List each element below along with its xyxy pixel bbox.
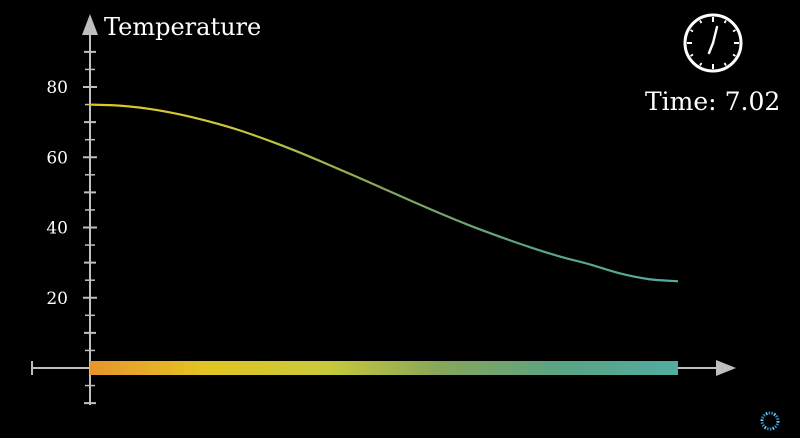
y-axis-label: Temperature <box>104 13 261 41</box>
logo-segment <box>762 413 766 417</box>
clock-readout: Time: 7.02 <box>645 87 780 116</box>
y-tick-label: 80 <box>46 78 68 98</box>
logo-segment <box>775 423 779 426</box>
clock: Time: 7.02 <box>645 13 780 116</box>
time-label: Time: <box>645 87 717 116</box>
x-axis-arrowhead <box>716 360 736 376</box>
logo-segment <box>763 425 767 430</box>
temperature-curve <box>89 103 679 283</box>
y-tick-label: 40 <box>46 219 68 239</box>
y-tick-label: 60 <box>46 148 68 168</box>
heat-rod <box>90 361 678 375</box>
logo-segment <box>773 412 777 417</box>
logo-segment <box>774 414 779 418</box>
logo-segment <box>772 426 775 430</box>
y-tick-label: 20 <box>46 289 68 309</box>
spinner-logo-icon <box>760 411 780 431</box>
logo-segment <box>761 424 766 428</box>
y-axis-tick-labels: 20 40 60 80 <box>46 78 68 309</box>
logo-segment <box>761 416 765 419</box>
axes: 20 40 60 80 Temperature <box>31 13 736 405</box>
y-axis-arrowhead <box>82 14 98 35</box>
time-value: 7.02 <box>725 87 781 116</box>
logo-segment <box>765 412 768 416</box>
clock-icon <box>683 13 743 73</box>
logo-segment <box>774 425 778 429</box>
